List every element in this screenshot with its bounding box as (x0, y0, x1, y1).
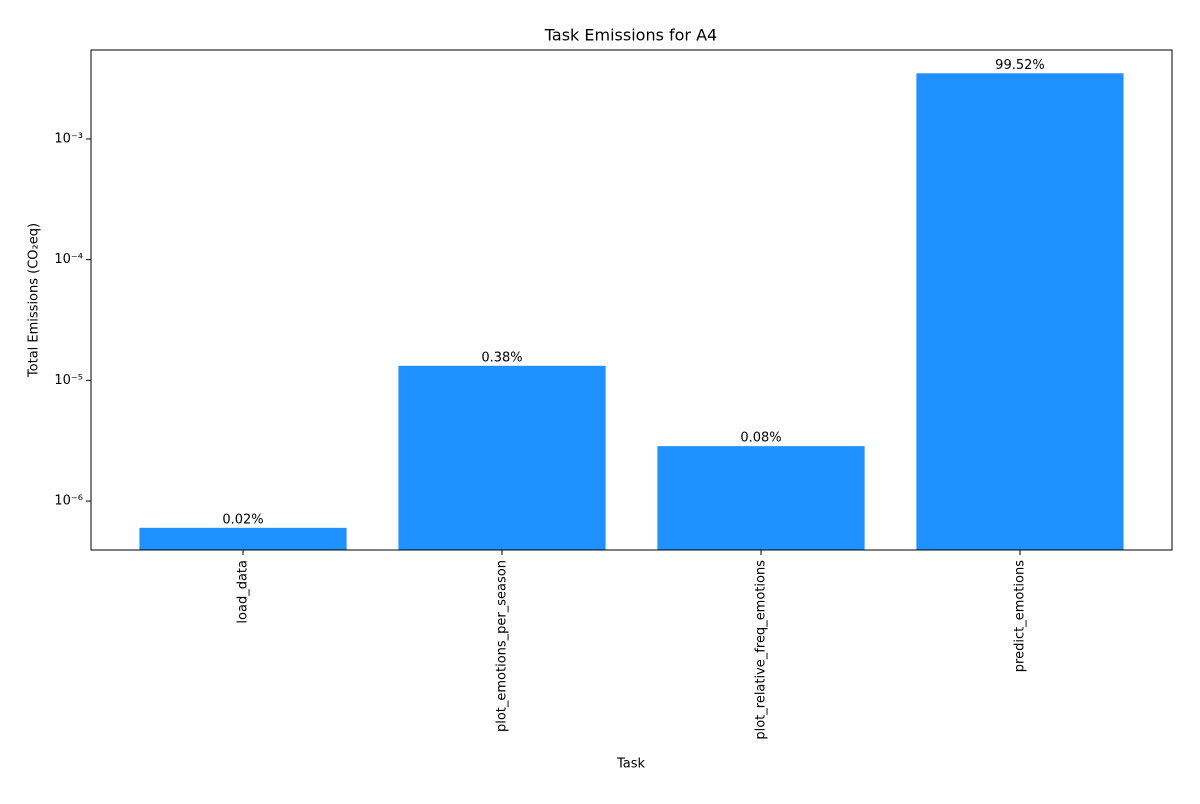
y-tick-label: 10⁻⁴ (54, 252, 83, 267)
y-tick-label: 10⁻⁵ (54, 373, 83, 388)
plot-frame (90, 49, 1173, 551)
chart-title: Task Emissions for A4 (544, 26, 717, 45)
x-tick-label: plot_relative_freq_emotions (753, 560, 768, 740)
value-label: 0.38% (481, 350, 522, 365)
x-axis-label: Task (616, 757, 646, 772)
bar (139, 527, 347, 550)
y-tick-label: 10⁻³ (54, 131, 83, 146)
x-tick-label: plot_emotions_per_season (495, 560, 510, 732)
y-tick-label: 10⁻⁶ (54, 494, 83, 509)
value-label: 0.08% (740, 431, 781, 446)
bar (657, 446, 865, 550)
y-axis-label: Total Emissions (CO₂eq) (27, 223, 42, 378)
value-label: 0.02% (222, 512, 263, 527)
bar (398, 365, 606, 550)
x-tick-label: predict_emotions (1012, 560, 1027, 672)
bar (916, 73, 1124, 550)
x-tick-label: load_data (236, 560, 251, 624)
value-label: 99.52% (995, 58, 1045, 73)
